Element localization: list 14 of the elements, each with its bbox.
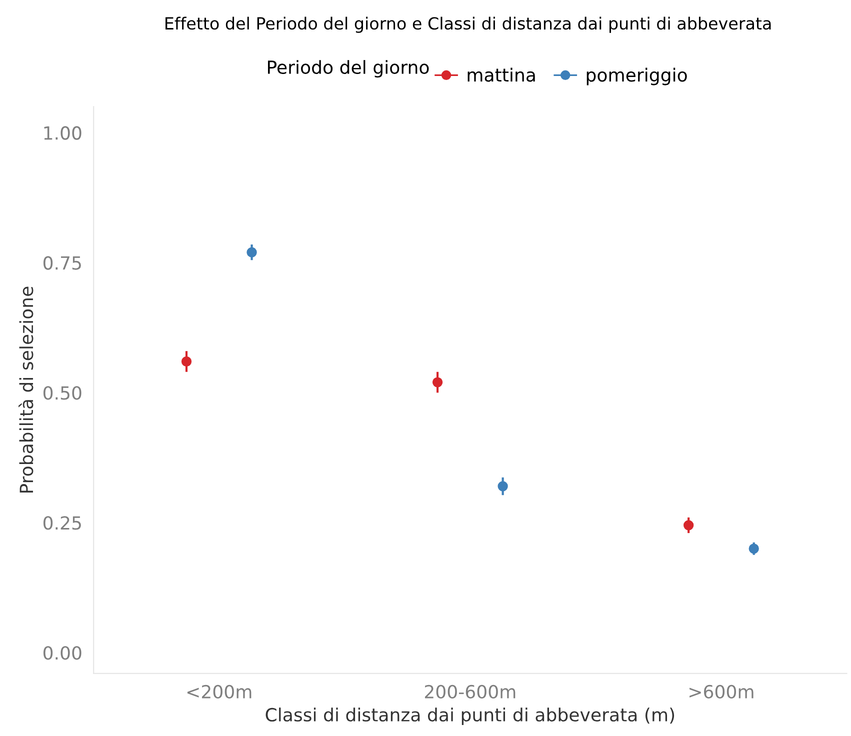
x-tick-label: 200-600m: [424, 684, 516, 699]
y-tick-label: 0.50: [43, 386, 82, 400]
y-tick-label: 0.00: [43, 646, 82, 660]
legend-title: Periodo del giorno: [268, 60, 429, 78]
legend-label: pomeriggio: [586, 68, 687, 86]
x-tick-label: <200m: [187, 684, 252, 699]
y-tick-label: 0.25: [43, 516, 81, 530]
y-tick-label: 0.75: [43, 256, 81, 270]
x-axis-title: Classi di distanza dai punti di abbeverata (m): [266, 708, 674, 726]
y-axis-title: Probabilità di selezione: [18, 286, 34, 493]
legend-label: mattina: [468, 68, 535, 82]
x-tick-label: >600m: [690, 684, 754, 699]
y-tick-label: 1.00: [44, 126, 82, 140]
chart-title: Effetto del Periodo del giorno e Classi di distanza dai punti di abbeverata: [166, 16, 771, 33]
